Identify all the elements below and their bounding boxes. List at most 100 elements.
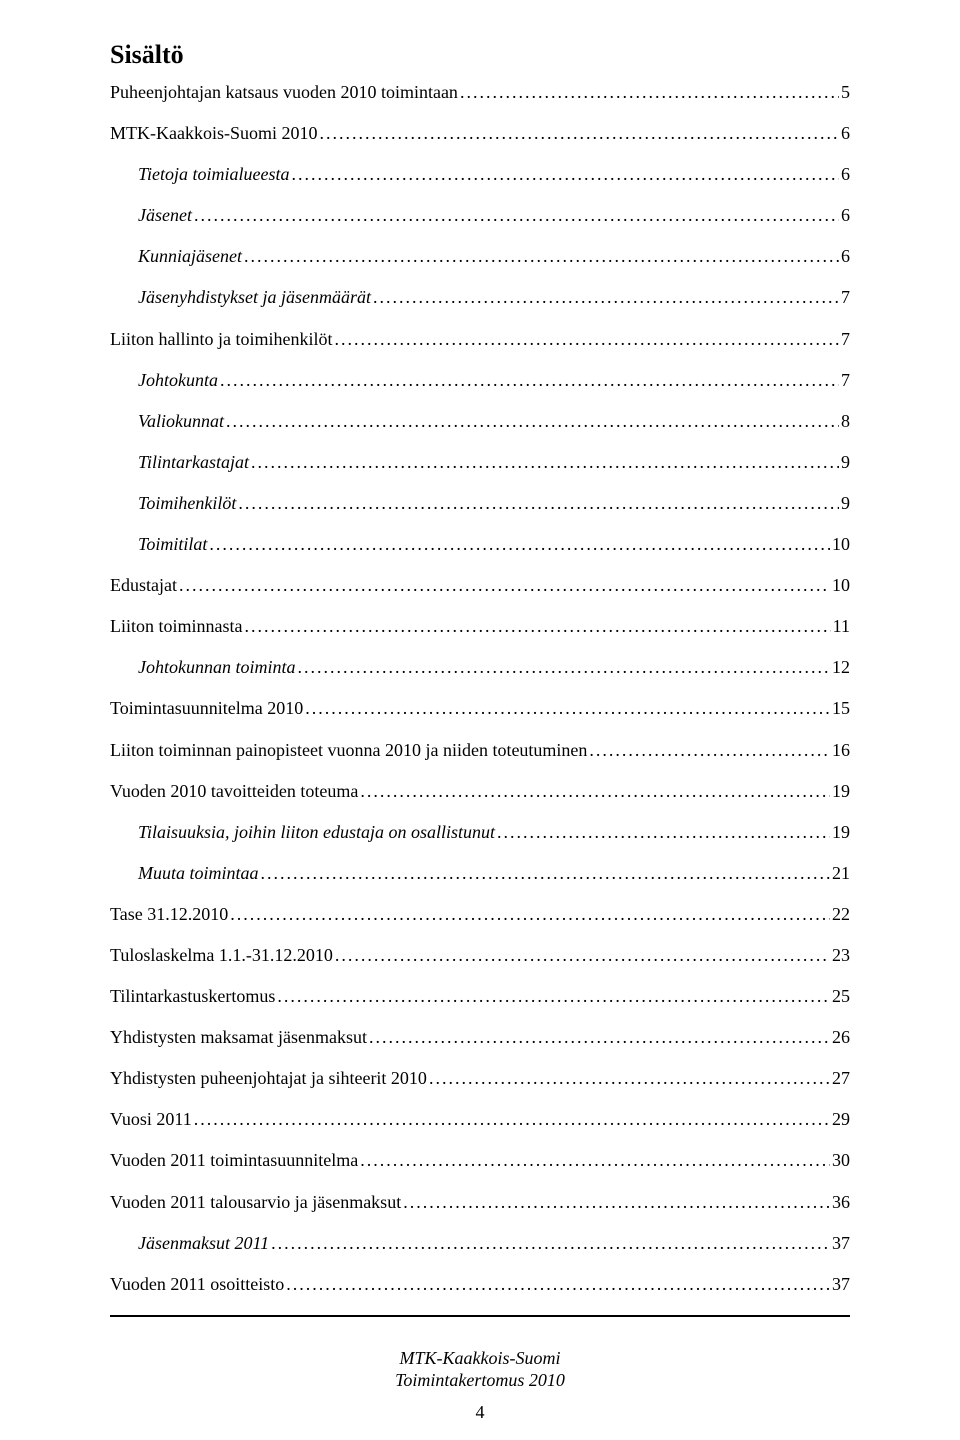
toc-row: Vuoden 2011 talousarvio ja jäsenmaksut 3… — [110, 1192, 850, 1214]
toc-row: Vuoden 2011 osoitteisto 37 — [110, 1274, 850, 1296]
toc-entry-label: Jäsenmaksut 2011 — [138, 1233, 269, 1255]
toc-entry-page: 16 — [832, 740, 850, 762]
toc-leader-dots — [460, 82, 839, 104]
toc-entry-label: Vuoden 2011 talousarvio ja jäsenmaksut — [110, 1192, 401, 1214]
toc-row: Edustajat 10 — [110, 575, 850, 597]
toc-leader-dots — [305, 698, 830, 720]
toc-entry-page: 11 — [833, 616, 850, 638]
toc-entry-page: 7 — [841, 287, 850, 309]
toc-entry-label: Vuoden 2010 tavoitteiden toteuma — [110, 781, 358, 803]
toc-entry-page: 15 — [832, 698, 850, 720]
toc-leader-dots — [251, 452, 839, 474]
toc-leader-dots — [245, 616, 831, 638]
toc-leader-dots — [194, 205, 839, 227]
toc-entry-page: 27 — [832, 1068, 850, 1090]
toc-leader-dots — [369, 1027, 830, 1049]
toc-entry-page: 6 — [841, 205, 850, 227]
toc-entry-label: Johtokunta — [138, 370, 218, 392]
toc-leader-dots — [179, 575, 830, 597]
toc-row: Yhdistysten maksamat jäsenmaksut 26 — [110, 1027, 850, 1049]
toc-leader-dots — [286, 1274, 830, 1296]
toc-row: Liiton toiminnasta 11 — [110, 616, 850, 638]
toc-row: Tietoja toimialueesta 6 — [110, 164, 850, 186]
toc-entry-label: Tilintarkastajat — [138, 452, 249, 474]
toc-entry-page: 6 — [841, 123, 850, 145]
toc-entry-label: Yhdistysten puheenjohtajat ja sihteerit … — [110, 1068, 427, 1090]
toc-entry-label: Tietoja toimialueesta — [138, 164, 290, 186]
toc-leader-dots — [319, 123, 839, 145]
toc-entry-page: 23 — [832, 945, 850, 967]
toc-row: Tuloslaskelma 1.1.-31.12.2010 23 — [110, 945, 850, 967]
toc-entry-page: 8 — [841, 411, 850, 433]
toc-row: Muuta toimintaa 21 — [110, 863, 850, 885]
toc-entry-page: 19 — [832, 822, 850, 844]
toc-row: Vuosi 2011 29 — [110, 1109, 850, 1131]
toc-entry-page: 37 — [832, 1274, 850, 1296]
toc-entry-label: Tilaisuuksia, joihin liiton edustaja on … — [138, 822, 495, 844]
toc-row: Liiton hallinto ja toimihenkilöt 7 — [110, 329, 850, 351]
footer-page-number: 4 — [110, 1402, 850, 1423]
toc-entry-page: 5 — [841, 82, 850, 104]
toc-leader-dots — [238, 493, 839, 515]
toc-entry-label: Muuta toimintaa — [138, 863, 259, 885]
toc-entry-label: Liiton toiminnasta — [110, 616, 243, 638]
toc-title: Sisältö — [110, 40, 850, 70]
footer-line1: MTK-Kaakkois-Suomi — [110, 1347, 850, 1370]
toc-row: Tilintarkastuskertomus 25 — [110, 986, 850, 1008]
toc-row: Toimihenkilöt 9 — [110, 493, 850, 515]
toc-entry-label: Liiton hallinto ja toimihenkilöt — [110, 329, 332, 351]
toc-entry-label: Vuosi 2011 — [110, 1109, 192, 1131]
toc-entry-label: Valiokunnat — [138, 411, 224, 433]
footer-rule — [110, 1315, 850, 1317]
toc-entry-label: Vuoden 2011 toimintasuunnitelma — [110, 1150, 358, 1172]
toc-entry-page: 37 — [832, 1233, 850, 1255]
toc-row: Vuoden 2010 tavoitteiden toteuma 19 — [110, 781, 850, 803]
toc-entry-label: Tilintarkastuskertomus — [110, 986, 275, 1008]
toc-entry-page: 6 — [841, 164, 850, 186]
toc-leader-dots — [429, 1068, 830, 1090]
toc-row: Toimitilat 10 — [110, 534, 850, 556]
toc-leader-dots — [589, 740, 830, 762]
toc-entry-label: Tase 31.12.2010 — [110, 904, 228, 926]
toc-leader-dots — [360, 781, 830, 803]
toc-entry-page: 12 — [832, 657, 850, 679]
toc-leader-dots — [292, 164, 840, 186]
toc-entry-page: 25 — [832, 986, 850, 1008]
toc-leader-dots — [277, 986, 830, 1008]
toc-leader-dots — [334, 329, 839, 351]
toc-row: Jäsenmaksut 2011 37 — [110, 1233, 850, 1255]
toc-entry-page: 19 — [832, 781, 850, 803]
toc-leader-dots — [230, 904, 830, 926]
toc-entry-label: Tuloslaskelma 1.1.-31.12.2010 — [110, 945, 333, 967]
toc-row: Yhdistysten puheenjohtajat ja sihteerit … — [110, 1068, 850, 1090]
toc-row: Puheenjohtajan katsaus vuoden 2010 toimi… — [110, 82, 850, 104]
toc-entry-page: 30 — [832, 1150, 850, 1172]
toc-entry-label: Toimintasuunnitelma 2010 — [110, 698, 303, 720]
toc-leader-dots — [373, 287, 839, 309]
toc-row: Jäsenyhdistykset ja jäsenmäärät 7 — [110, 287, 850, 309]
toc-row: Valiokunnat 8 — [110, 411, 850, 433]
toc-row: Kunniajäsenet 6 — [110, 246, 850, 268]
toc-leader-dots — [209, 534, 830, 556]
page-footer: MTK-Kaakkois-Suomi Toimintakertomus 2010… — [110, 1315, 850, 1423]
toc-row: Jäsenet 6 — [110, 205, 850, 227]
toc-entry-page: 9 — [841, 452, 850, 474]
toc-row: Toimintasuunnitelma 2010 15 — [110, 698, 850, 720]
toc-leader-dots — [497, 822, 830, 844]
toc-leader-dots — [335, 945, 830, 967]
toc-entry-label: Vuoden 2011 osoitteisto — [110, 1274, 284, 1296]
toc-leader-dots — [226, 411, 839, 433]
toc-entry-page: 7 — [841, 370, 850, 392]
toc-leader-dots — [194, 1109, 830, 1131]
toc-leader-dots — [403, 1192, 830, 1214]
toc-entry-label: Toimitilat — [138, 534, 207, 556]
toc-row: Tilintarkastajat 9 — [110, 452, 850, 474]
toc-leader-dots — [220, 370, 839, 392]
toc-entry-label: Kunniajäsenet — [138, 246, 242, 268]
toc-entry-page: 9 — [841, 493, 850, 515]
toc-entry-label: Toimihenkilöt — [138, 493, 236, 515]
toc-entry-label: Jäsenyhdistykset ja jäsenmäärät — [138, 287, 371, 309]
toc-entry-label: Johtokunnan toiminta — [138, 657, 295, 679]
toc-entry-label: Jäsenet — [138, 205, 192, 227]
toc-row: Vuoden 2011 toimintasuunnitelma 30 — [110, 1150, 850, 1172]
